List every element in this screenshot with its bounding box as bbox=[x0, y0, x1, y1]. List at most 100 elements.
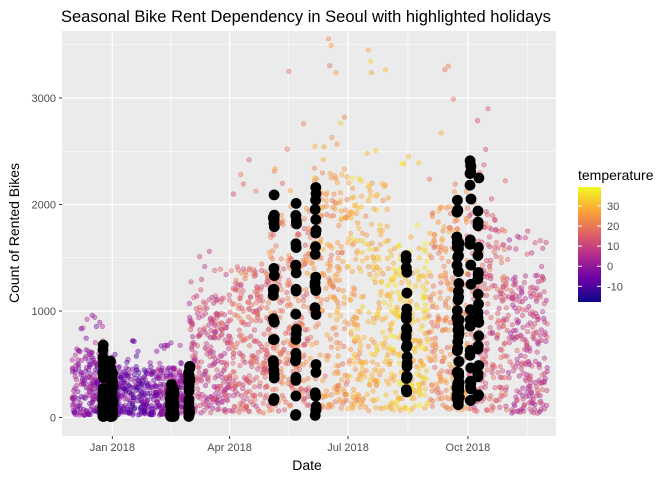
data-point bbox=[250, 271, 256, 277]
data-point bbox=[385, 282, 391, 289]
holiday-point bbox=[310, 194, 321, 206]
data-point bbox=[334, 307, 341, 313]
data-point bbox=[519, 299, 525, 305]
data-point bbox=[335, 240, 341, 246]
data-point bbox=[264, 278, 270, 284]
data-point bbox=[369, 397, 376, 403]
data-point bbox=[455, 226, 461, 232]
data-point bbox=[375, 254, 381, 260]
data-point bbox=[374, 362, 381, 368]
data-point bbox=[187, 314, 193, 321]
data-point bbox=[323, 393, 330, 399]
data-point bbox=[375, 312, 381, 319]
data-point bbox=[197, 304, 203, 310]
data-point bbox=[324, 332, 330, 338]
data-point bbox=[280, 297, 286, 304]
data-point bbox=[357, 347, 363, 353]
data-point bbox=[201, 327, 207, 333]
data-point bbox=[115, 364, 121, 371]
data-point bbox=[543, 338, 549, 344]
data-point bbox=[519, 336, 525, 342]
data-point bbox=[365, 47, 371, 53]
data-point bbox=[441, 263, 447, 270]
data-point bbox=[503, 305, 509, 311]
data-point bbox=[240, 308, 246, 314]
data-point bbox=[323, 198, 329, 204]
data-point bbox=[493, 253, 499, 259]
data-point bbox=[501, 242, 507, 248]
data-point bbox=[202, 371, 208, 377]
data-point bbox=[532, 321, 538, 327]
data-point bbox=[141, 408, 147, 414]
data-point bbox=[223, 271, 229, 278]
data-point bbox=[121, 381, 127, 387]
data-point bbox=[324, 296, 330, 303]
holiday-point bbox=[268, 189, 280, 201]
data-point bbox=[329, 134, 335, 141]
holiday-point bbox=[310, 214, 322, 226]
data-point bbox=[445, 295, 451, 301]
data-point bbox=[313, 340, 320, 346]
data-point bbox=[372, 352, 378, 358]
data-point bbox=[227, 373, 233, 379]
data-point bbox=[395, 289, 401, 295]
data-point bbox=[487, 272, 493, 278]
data-point bbox=[301, 396, 307, 402]
data-point bbox=[74, 382, 80, 389]
holiday-point bbox=[267, 284, 279, 295]
data-point bbox=[267, 325, 273, 332]
data-point bbox=[429, 241, 435, 247]
data-point bbox=[440, 228, 446, 234]
x-axis-label: Date bbox=[292, 457, 322, 473]
holiday-point bbox=[310, 227, 322, 239]
data-point bbox=[390, 260, 397, 267]
data-point bbox=[502, 178, 508, 184]
data-point bbox=[416, 381, 422, 387]
data-point bbox=[351, 401, 357, 407]
holiday-point bbox=[452, 204, 464, 216]
data-point bbox=[360, 397, 366, 403]
data-point bbox=[394, 304, 400, 310]
data-point bbox=[374, 272, 380, 278]
data-point bbox=[520, 396, 526, 402]
holiday-point bbox=[290, 242, 302, 254]
data-point bbox=[216, 394, 222, 400]
data-point bbox=[84, 316, 90, 322]
data-point bbox=[412, 349, 418, 355]
data-point bbox=[446, 258, 452, 265]
data-point bbox=[140, 381, 147, 387]
data-point bbox=[447, 320, 454, 326]
data-point bbox=[236, 380, 243, 387]
data-point bbox=[122, 403, 128, 409]
data-point bbox=[190, 353, 196, 360]
data-point bbox=[363, 404, 369, 410]
data-point bbox=[301, 216, 307, 222]
data-point bbox=[391, 377, 397, 384]
x-tick-label: Jan 2018 bbox=[90, 442, 135, 454]
data-point bbox=[284, 290, 290, 296]
data-point bbox=[502, 392, 508, 398]
data-point bbox=[72, 352, 78, 358]
data-point bbox=[223, 392, 229, 398]
data-point bbox=[392, 389, 399, 395]
data-point bbox=[258, 304, 265, 310]
data-point bbox=[518, 285, 525, 291]
data-point bbox=[241, 266, 247, 272]
data-point bbox=[211, 300, 217, 306]
data-point bbox=[513, 394, 519, 400]
data-point bbox=[346, 263, 352, 269]
data-point bbox=[364, 392, 370, 398]
data-point bbox=[481, 356, 487, 363]
data-point bbox=[228, 340, 234, 346]
data-point bbox=[346, 180, 352, 186]
data-point bbox=[368, 58, 374, 64]
data-point bbox=[485, 407, 491, 413]
data-point bbox=[215, 407, 221, 413]
holiday-point bbox=[290, 390, 302, 402]
data-point bbox=[167, 370, 173, 376]
data-point bbox=[284, 338, 290, 344]
data-point bbox=[350, 404, 356, 410]
data-point bbox=[318, 297, 324, 303]
data-point bbox=[218, 310, 225, 317]
holiday-point bbox=[268, 217, 280, 229]
